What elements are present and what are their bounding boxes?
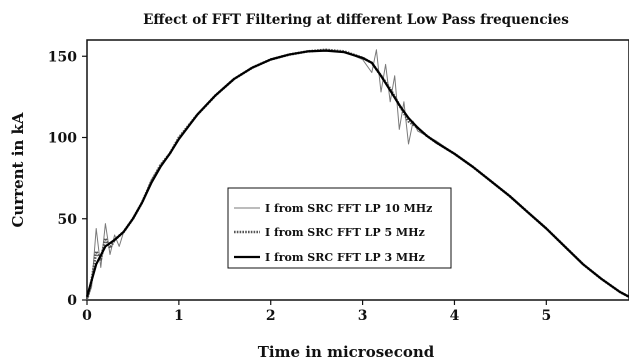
x-tick-label: 2 <box>266 308 276 324</box>
y-tick-label: 150 <box>48 49 77 65</box>
legend-label-10mhz: I from SRC FFT LP 10 MHz <box>265 202 432 215</box>
legend-box <box>227 187 452 269</box>
series-lines <box>85 48 629 301</box>
y-tick-label: 100 <box>48 131 77 147</box>
x-tick-label: 5 <box>541 308 551 324</box>
y-tick-label: 50 <box>58 212 78 228</box>
legend: I from SRC FFT LP 10 MHz I from SRC FFT … <box>227 187 452 269</box>
x-tick-label: 3 <box>358 308 368 324</box>
x-tick-label: 1 <box>174 308 184 324</box>
x-tick-label: 0 <box>82 308 92 324</box>
chart-title: Effect of FFT Filtering at different Low… <box>143 12 569 28</box>
y-tick-label: 0 <box>67 293 77 309</box>
legend-label-3mhz: I from SRC FFT LP 3 MHz <box>265 251 425 264</box>
legend-label-5mhz: I from SRC FFT LP 5 MHz <box>265 226 425 239</box>
x-tick-label: 4 <box>450 308 460 324</box>
plot-frame <box>86 39 629 301</box>
y-axis-label: Current in kA <box>9 112 27 227</box>
x-axis-label: Time in microsecond <box>258 343 435 360</box>
series-line-2 <box>85 49 629 298</box>
